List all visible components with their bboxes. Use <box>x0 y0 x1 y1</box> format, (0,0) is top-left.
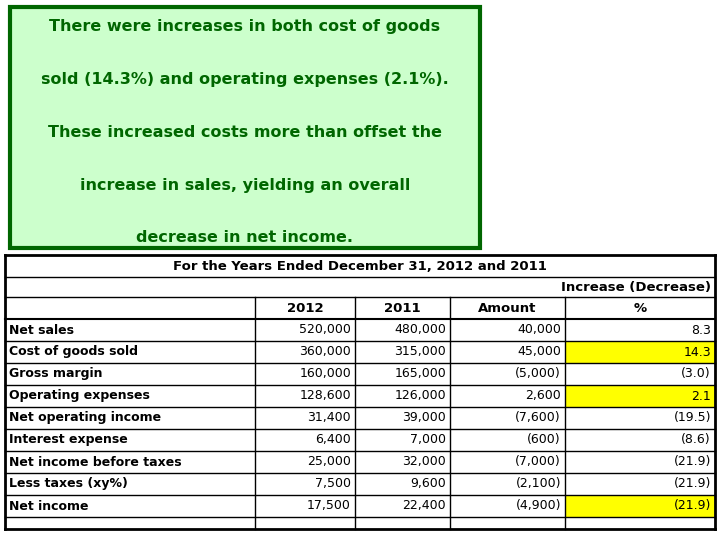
Text: (2,100): (2,100) <box>516 477 561 490</box>
Text: Net sales: Net sales <box>9 323 74 336</box>
Text: decrease in net income.: decrease in net income. <box>137 231 354 246</box>
Text: 45,000: 45,000 <box>517 346 561 359</box>
Text: Net income: Net income <box>9 500 89 512</box>
Text: (21.9): (21.9) <box>674 456 711 469</box>
Text: 520,000: 520,000 <box>299 323 351 336</box>
Text: 2.1: 2.1 <box>691 389 711 402</box>
Text: 2012: 2012 <box>287 301 323 314</box>
Text: 315,000: 315,000 <box>395 346 446 359</box>
Text: 9,600: 9,600 <box>410 477 446 490</box>
Text: Amount: Amount <box>478 301 536 314</box>
Text: (8.6): (8.6) <box>681 434 711 447</box>
Text: sold (14.3%) and operating expenses (2.1%).: sold (14.3%) and operating expenses (2.1… <box>41 72 449 87</box>
Text: Cost of goods sold: Cost of goods sold <box>9 346 138 359</box>
Text: (7,600): (7,600) <box>516 411 561 424</box>
Text: There were increases in both cost of goods: There were increases in both cost of goo… <box>50 19 441 35</box>
Text: Net income before taxes: Net income before taxes <box>9 456 181 469</box>
Text: 39,000: 39,000 <box>402 411 446 424</box>
Text: 17,500: 17,500 <box>307 500 351 512</box>
Text: 22,400: 22,400 <box>402 500 446 512</box>
Text: 7,500: 7,500 <box>315 477 351 490</box>
Text: Operating expenses: Operating expenses <box>9 389 150 402</box>
Text: 32,000: 32,000 <box>402 456 446 469</box>
Text: Increase (Decrease): Increase (Decrease) <box>561 280 711 294</box>
Text: 6,400: 6,400 <box>315 434 351 447</box>
Text: %: % <box>634 301 647 314</box>
Text: For the Years Ended December 31, 2012 and 2011: For the Years Ended December 31, 2012 an… <box>173 260 547 273</box>
Text: 7,000: 7,000 <box>410 434 446 447</box>
Text: 8.3: 8.3 <box>691 323 711 336</box>
Bar <box>565 341 715 362</box>
Text: 2011: 2011 <box>384 301 420 314</box>
Bar <box>565 385 715 407</box>
Text: 25,000: 25,000 <box>307 456 351 469</box>
Text: (600): (600) <box>527 434 561 447</box>
Text: (3.0): (3.0) <box>681 368 711 381</box>
Text: 14.3: 14.3 <box>683 346 711 359</box>
Text: (5,000): (5,000) <box>516 368 561 381</box>
Text: 480,000: 480,000 <box>394 323 446 336</box>
Text: (7,000): (7,000) <box>516 456 561 469</box>
Text: (4,900): (4,900) <box>516 500 561 512</box>
Text: 128,600: 128,600 <box>300 389 351 402</box>
Text: increase in sales, yielding an overall: increase in sales, yielding an overall <box>80 178 410 193</box>
Text: 126,000: 126,000 <box>395 389 446 402</box>
Text: 40,000: 40,000 <box>517 323 561 336</box>
Text: 31,400: 31,400 <box>307 411 351 424</box>
Text: 160,000: 160,000 <box>300 368 351 381</box>
Text: Less taxes (xy%): Less taxes (xy%) <box>9 477 128 490</box>
FancyBboxPatch shape <box>10 7 480 248</box>
Text: (21.9): (21.9) <box>674 477 711 490</box>
Text: 2,600: 2,600 <box>526 389 561 402</box>
Text: 360,000: 360,000 <box>300 346 351 359</box>
Text: These increased costs more than offset the: These increased costs more than offset t… <box>48 125 442 140</box>
Text: 165,000: 165,000 <box>395 368 446 381</box>
Text: Interest expense: Interest expense <box>9 434 127 447</box>
Bar <box>565 495 715 516</box>
Text: Net operating income: Net operating income <box>9 411 161 424</box>
Text: Gross margin: Gross margin <box>9 368 102 381</box>
Text: (19.5): (19.5) <box>673 411 711 424</box>
Text: (21.9): (21.9) <box>674 500 711 512</box>
